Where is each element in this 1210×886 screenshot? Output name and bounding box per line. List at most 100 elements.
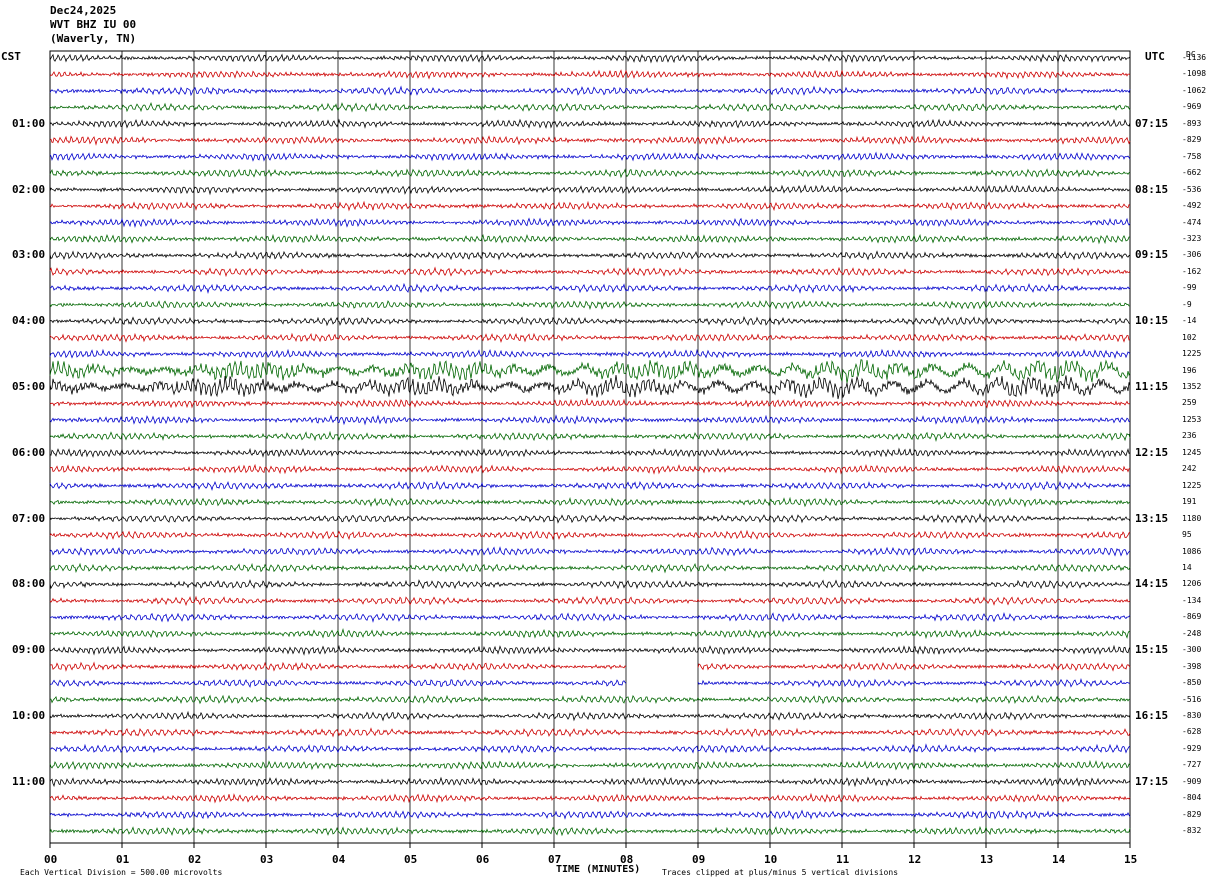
scale-note: Each Vertical Division = 500.00 microvol…: [20, 868, 223, 877]
left-hour-label: 06:00: [12, 445, 46, 459]
left-hour-label: 04:00: [12, 314, 46, 328]
dc-offset-label: -398: [1182, 661, 1202, 671]
trace-line: [49, 85, 1131, 97]
right-hour-label: 08:15: [1135, 182, 1169, 196]
x-tick-label: 10: [764, 853, 777, 866]
trace-line: [49, 727, 1131, 738]
left-hour-label: 05:00: [12, 380, 46, 393]
dc-offset-label: -492: [1182, 201, 1202, 211]
x-tick-label: 12: [908, 853, 921, 866]
dc-offset-label: 1225: [1182, 349, 1202, 359]
trace-line: [49, 217, 1131, 228]
dc-offset-label: -536: [1182, 184, 1202, 194]
left-hour-label: 07:00: [12, 511, 46, 525]
x-tick-label: 13: [980, 853, 993, 866]
x-tick-label: 01: [116, 853, 130, 866]
trace-line: [49, 250, 1131, 261]
trace-line: [49, 69, 1131, 80]
left-hour-label: 11:00: [12, 774, 46, 788]
x-tick-label: 03: [260, 853, 273, 866]
station-location: (Waverly, TN): [50, 32, 137, 45]
dc-offset-label: -628: [1182, 727, 1202, 737]
x-axis-title: TIME (MINUTES): [556, 864, 641, 875]
right-hour-label: 17:15: [1135, 774, 1169, 788]
dc-offset-label: -306: [1182, 250, 1202, 260]
right-hour-label: 10:15: [1135, 314, 1169, 328]
dc-offset-label: 14: [1182, 562, 1192, 572]
trace-line: [49, 135, 1131, 146]
dc-offset-label: -909: [1182, 776, 1202, 786]
dc-offset-header: DC: [1186, 50, 1196, 59]
right-hour-label: 13:15: [1135, 511, 1169, 525]
dc-offset-label: -323: [1182, 233, 1202, 243]
x-tick-label: 06: [476, 853, 490, 866]
trace-line: [49, 512, 1131, 524]
x-tick-label: 15: [1124, 853, 1137, 866]
dc-offset-label: -830: [1182, 711, 1202, 720]
dc-offset-label: 191: [1182, 497, 1197, 507]
trace-line: [49, 430, 1131, 442]
dc-offset-label: -929: [1182, 743, 1202, 753]
dc-offset-label: -829: [1182, 135, 1202, 145]
trace-line: [49, 359, 1131, 384]
trace-line: [49, 184, 1131, 196]
right-hour-label: 12:15: [1135, 445, 1169, 459]
dc-offset-label: -850: [1182, 678, 1202, 688]
trace-line: [49, 102, 1131, 113]
right-hour-label: 09:15: [1135, 248, 1169, 262]
left-hour-label: 01:00: [12, 116, 46, 130]
dc-offset-label: 95: [1182, 530, 1192, 540]
trace-line: [49, 496, 1131, 508]
left-timezone-label: CST: [1, 50, 21, 63]
trace-line: [49, 414, 1131, 426]
dc-offset-label: -829: [1182, 809, 1202, 819]
trace-line: [49, 447, 1131, 459]
trace-line: [49, 825, 1131, 837]
dc-offset-label: -474: [1182, 217, 1202, 227]
left-hour-label: 09:00: [12, 643, 46, 657]
dc-offset-label: -300: [1182, 645, 1202, 655]
trace-line: [49, 397, 1131, 409]
dc-offset-label: -1098: [1182, 69, 1207, 79]
x-tick-label: 00: [44, 853, 57, 866]
dc-offset-label: 1086: [1182, 546, 1202, 556]
dc-offset-label: -969: [1182, 102, 1202, 112]
dc-offset-label: 102: [1182, 332, 1197, 342]
dc-offset-label: -134: [1182, 595, 1202, 605]
dc-offset-label: -99: [1182, 283, 1197, 293]
dc-offset-label: -893: [1182, 118, 1202, 128]
plot-frame: [49, 50, 1131, 844]
trace-line: [49, 710, 1131, 722]
x-tick-label: 07: [548, 853, 561, 866]
dc-offset-label: -804: [1182, 793, 1202, 803]
dc-offset-label: 1206: [1182, 579, 1202, 589]
dc-offset-label: -727: [1182, 760, 1202, 770]
dc-offset-label: -1136: [1182, 53, 1207, 62]
dc-offset-label: 1245: [1182, 447, 1202, 457]
trace-line: [49, 118, 1131, 129]
trace-line: [49, 759, 1131, 771]
dc-offset-label: -248: [1182, 628, 1202, 638]
dc-offset-label: -9: [1182, 299, 1192, 309]
trace-line: [49, 375, 1131, 400]
dc-offset-label: 242: [1182, 464, 1197, 474]
dc-offset-label: 1352: [1182, 382, 1202, 391]
dc-offset-label: 236: [1182, 431, 1197, 441]
trace-line: [49, 53, 1131, 64]
plot-date: Dec24,2025: [50, 4, 117, 17]
trace-line: [49, 233, 1131, 245]
trace-line: [49, 661, 1131, 672]
trace-line: [49, 529, 1131, 541]
trace-line: [49, 595, 1131, 607]
right-hour-label: 16:15: [1135, 709, 1169, 722]
x-tick-label: 09: [692, 853, 705, 866]
trace-line: [49, 776, 1131, 788]
trace-line: [50, 612, 1131, 623]
dc-offset-label: 259: [1182, 398, 1197, 408]
dc-offset-label: 196: [1182, 365, 1197, 375]
left-hour-label: 10:00: [12, 709, 46, 722]
trace-line: [49, 168, 1131, 179]
right-hour-label: 15:15: [1135, 643, 1169, 657]
x-tick-label: 08: [620, 853, 633, 866]
